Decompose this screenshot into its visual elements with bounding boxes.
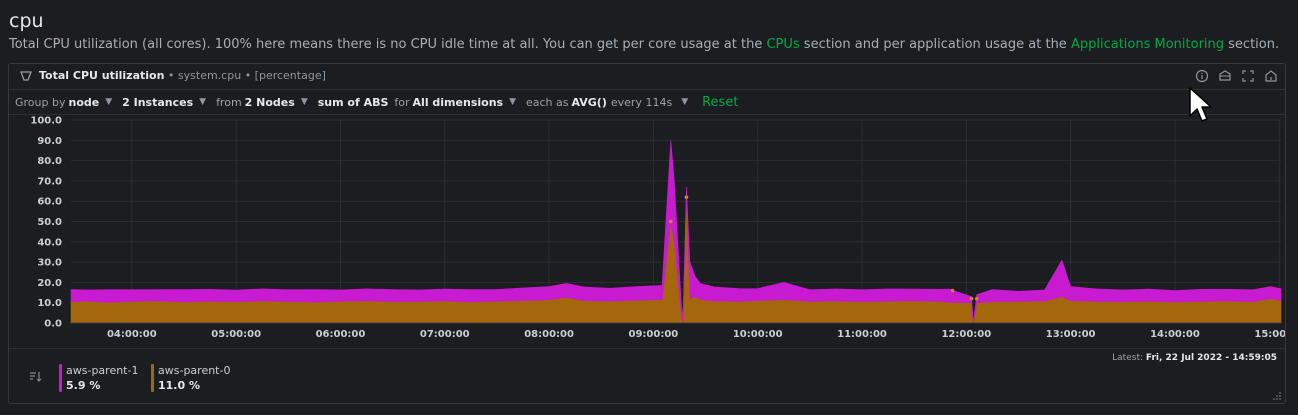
- x-tick-label: 14:00:00: [1150, 329, 1200, 340]
- chart-title-text: Total CPU utilization: [39, 69, 165, 82]
- info-icon[interactable]: [1194, 68, 1210, 84]
- gap-marker-dot: [950, 288, 955, 293]
- legend-swatch: [59, 364, 62, 392]
- chart-card: Total CPU utilization • system.cpu • [pe…: [8, 63, 1286, 404]
- x-tick-label: 13:00:00: [1046, 329, 1096, 340]
- y-tick-label: 70.0: [37, 176, 62, 187]
- gap-marker-dot: [974, 296, 979, 301]
- chart-units: • [percentage]: [244, 69, 326, 82]
- bookmark-icon[interactable]: [1263, 68, 1279, 84]
- legend-item-aws-parent-0[interactable]: aws-parent-0 11.0 %: [151, 364, 230, 392]
- y-tick-label: 90.0: [37, 136, 62, 147]
- series-area-aws-parent-1: aws-parent-1: [70, 140, 1282, 324]
- legend-item-aws-parent-1[interactable]: aws-parent-1 5.9 %: [59, 364, 138, 392]
- chevron-down-icon: ▼: [105, 97, 113, 107]
- description-text-2: section and per application usage at the: [799, 37, 1071, 52]
- chart-filter-bar: Group by node ▼ 2 Instances ▼ from 2 Nodes ▼ …: [9, 89, 1285, 115]
- description-text-1: Total CPU utilization (all cores). 100% …: [9, 37, 767, 52]
- group-by-dropdown[interactable]: Group by node ▼: [15, 96, 116, 109]
- y-tick-label: 10.0: [37, 298, 62, 309]
- y-tick-label: 100.0: [30, 116, 62, 127]
- instances-value: 2 Instances: [122, 95, 194, 109]
- y-tick-label: 30.0: [37, 258, 62, 269]
- x-tick-label: 15:00:00: [1254, 329, 1285, 340]
- x-tick-label: 09:00:00: [629, 329, 679, 340]
- x-tick-label: 07:00:00: [420, 329, 470, 340]
- from-label: from: [216, 95, 242, 109]
- aggregation-value: sum of ABS: [317, 95, 389, 109]
- legend-value: 11.0 %: [158, 379, 200, 392]
- instances-dropdown[interactable]: 2 Instances ▼: [122, 96, 210, 109]
- x-tick-label: 05:00:00: [211, 329, 261, 340]
- fullscreen-icon[interactable]: [1240, 68, 1256, 84]
- dashboard-icon[interactable]: [1217, 68, 1233, 84]
- applications-monitoring-link[interactable]: Applications Monitoring: [1070, 37, 1225, 52]
- description-text-3: section.: [1224, 37, 1280, 52]
- x-tick-label: 11:00:00: [837, 329, 887, 340]
- x-tick-label: 04:00:00: [107, 329, 157, 340]
- group-by-value: node: [68, 95, 100, 109]
- y-tick-label: 60.0: [37, 197, 62, 208]
- chevron-down-icon: ▼: [509, 97, 516, 107]
- chart-type-icon: [20, 71, 32, 81]
- latest-value: Fri, 22 Jul 2022 - 14:59:05: [1145, 353, 1277, 363]
- y-tick-label: 0.0: [44, 319, 62, 330]
- reset-button[interactable]: Reset: [702, 94, 739, 110]
- chevron-down-icon: ▼: [300, 97, 308, 107]
- chart-context: • system.cpu: [167, 69, 242, 82]
- for-label: for: [394, 95, 410, 109]
- resize-handle-icon[interactable]: [1272, 391, 1282, 401]
- legend-name: aws-parent-1: [66, 364, 139, 377]
- y-tick-label: 40.0: [37, 237, 62, 248]
- group-by-label: Group by: [15, 95, 66, 109]
- latest-timestamp: Latest: Fri, 22 Jul 2022 - 14:59:05: [1112, 353, 1277, 363]
- each-as-label: each as: [526, 95, 569, 109]
- time-aggregation-dropdown[interactable]: each as AVG() every 114s ▼: [526, 96, 692, 109]
- gap-marker-dot: [969, 296, 974, 301]
- x-tick-label: 12:00:00: [941, 329, 991, 340]
- gap-marker-dot: [668, 219, 673, 224]
- chart-legend-area: Latest: Fri, 22 Jul 2022 - 14:59:05 aws-…: [9, 348, 1285, 404]
- chevron-down-icon: ▼: [199, 97, 207, 107]
- nodes-dropdown[interactable]: from 2 Nodes ▼: [216, 96, 312, 109]
- latest-label: Latest:: [1112, 353, 1144, 363]
- legend-name: aws-parent-0: [158, 364, 231, 377]
- section-description: Total CPU utilization (all cores). 100% …: [9, 37, 1279, 52]
- chart-header: Total CPU utilization • system.cpu • [pe…: [9, 64, 1285, 88]
- chart-title: Total CPU utilization • system.cpu • [pe…: [39, 69, 326, 82]
- cpu-area-chart[interactable]: 100.0 90.0 80.0 70.0 60.0 50.0 40.0 30.0 20.0 10.…: [9, 116, 1285, 344]
- dimensions-value: All dimensions: [412, 95, 504, 109]
- chevron-down-icon: ▼: [681, 97, 689, 107]
- chart-header-actions: [1194, 68, 1279, 84]
- dimensions-dropdown[interactable]: for All dimensions ▼: [394, 96, 520, 109]
- x-tick-label: 10:00:00: [733, 329, 783, 340]
- section-title: cpu: [9, 10, 44, 32]
- x-tick-label: 06:00:00: [316, 329, 366, 340]
- nodes-value: 2 Nodes: [244, 95, 295, 109]
- time-aggregation-value: AVG(): [571, 95, 607, 109]
- legend-value: 5.9 %: [66, 379, 101, 392]
- aggregation-dropdown[interactable]: sum of ABS: [318, 96, 389, 109]
- gap-marker-dot: [684, 195, 689, 199]
- cpus-link[interactable]: CPUs: [766, 37, 800, 52]
- every-label: every 114s: [610, 95, 673, 109]
- y-tick-label: 50.0: [37, 217, 62, 228]
- legend-swatch: [151, 364, 154, 392]
- sort-icon[interactable]: [27, 369, 43, 385]
- y-tick-label: 20.0: [37, 278, 62, 289]
- mouse-cursor-icon: [1189, 87, 1212, 122]
- y-tick-label: 80.0: [37, 156, 62, 167]
- x-tick-label: 08:00:00: [524, 329, 574, 340]
- gap-marker-dot: [947, 288, 951, 293]
